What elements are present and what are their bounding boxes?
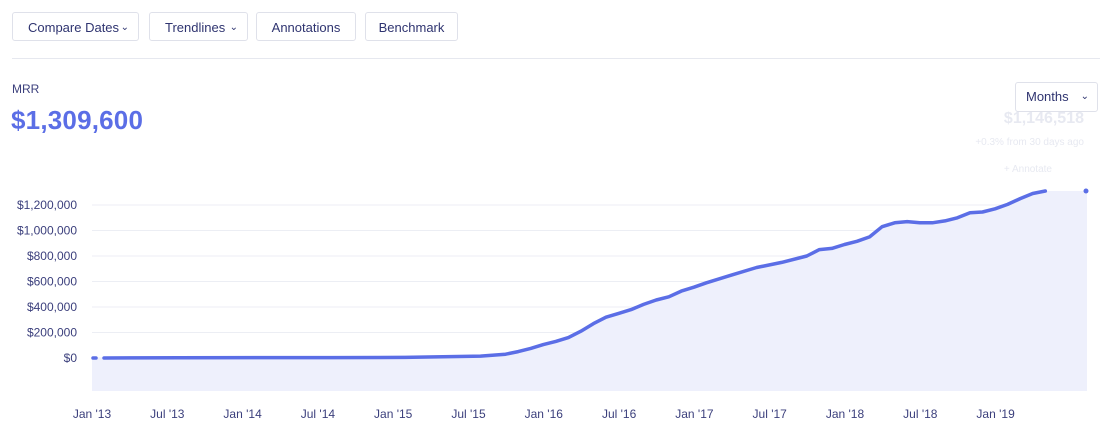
- annotations-button[interactable]: Annotations: [256, 12, 356, 41]
- chevron-down-icon: ⌄: [229, 22, 238, 33]
- chevron-down-icon: ⌄: [120, 22, 129, 33]
- mrr-line: [102, 189, 1048, 360]
- tooltip-value: $1,146,518: [1003, 110, 1084, 127]
- metric-value: $1,309,600: [11, 105, 144, 135]
- x-tick-label: Jul '16: [602, 407, 637, 421]
- x-tick-label: Jan '19: [976, 407, 1015, 421]
- benchmark-button[interactable]: Benchmark: [365, 12, 458, 41]
- x-tick-label: Jan '18: [826, 407, 865, 421]
- interval-select[interactable]: Months ⌄: [1015, 82, 1098, 112]
- y-tick-label: $0: [64, 351, 78, 365]
- tooltip-change: +0.3% from 30 days ago: [975, 137, 1084, 148]
- y-tick-label: $1,000,000: [17, 224, 77, 238]
- x-tick-label: Jan '15: [374, 407, 413, 421]
- x-tick-label: Jul '13: [150, 407, 185, 421]
- compare-dates-dropdown[interactable]: Compare Dates ⌄: [12, 12, 139, 41]
- tooltip-annotate: + Annotate: [1003, 164, 1052, 175]
- series-end-marker: [1083, 188, 1089, 194]
- trendlines-dropdown[interactable]: Trendlines ⌄: [149, 12, 248, 41]
- x-axis-ticks: Jan '13 Jul '13 Jan '14 Jul '14 Jan '15 Jul '…: [73, 407, 1015, 421]
- x-tick-label: Jan '17: [675, 407, 714, 421]
- y-tick-label: $1,200,000: [17, 198, 77, 212]
- x-tick-label: Jan '16: [525, 407, 564, 421]
- y-tick-label: $400,000: [27, 300, 77, 314]
- metric-label: MRR: [12, 82, 40, 96]
- y-tick-label: $200,000: [27, 326, 77, 340]
- x-tick-label: Jul '18: [903, 407, 938, 421]
- trendlines-label: Trendlines: [165, 20, 226, 35]
- x-tick-label: Jul '17: [753, 407, 788, 421]
- x-tick-label: Jul '14: [301, 407, 336, 421]
- chevron-down-icon: ⌄: [1080, 91, 1089, 102]
- x-tick-label: Jan '13: [73, 407, 112, 421]
- x-tick-label: Jul '15: [451, 407, 486, 421]
- toolbar-divider: [12, 58, 1100, 59]
- benchmark-label: Benchmark: [378, 20, 445, 35]
- y-axis-ticks: $0 $200,000 $400,000 $600,000 $800,000 $1,000…: [17, 198, 77, 365]
- y-tick-label: $600,000: [27, 275, 77, 289]
- mrr-area: [92, 191, 1087, 391]
- y-tick-label: $800,000: [27, 249, 77, 263]
- annotations-label: Annotations: [271, 20, 341, 35]
- x-tick-label: Jan '14: [223, 407, 262, 421]
- interval-select-value: Months: [1026, 89, 1069, 104]
- compare-dates-label: Compare Dates: [28, 20, 120, 35]
